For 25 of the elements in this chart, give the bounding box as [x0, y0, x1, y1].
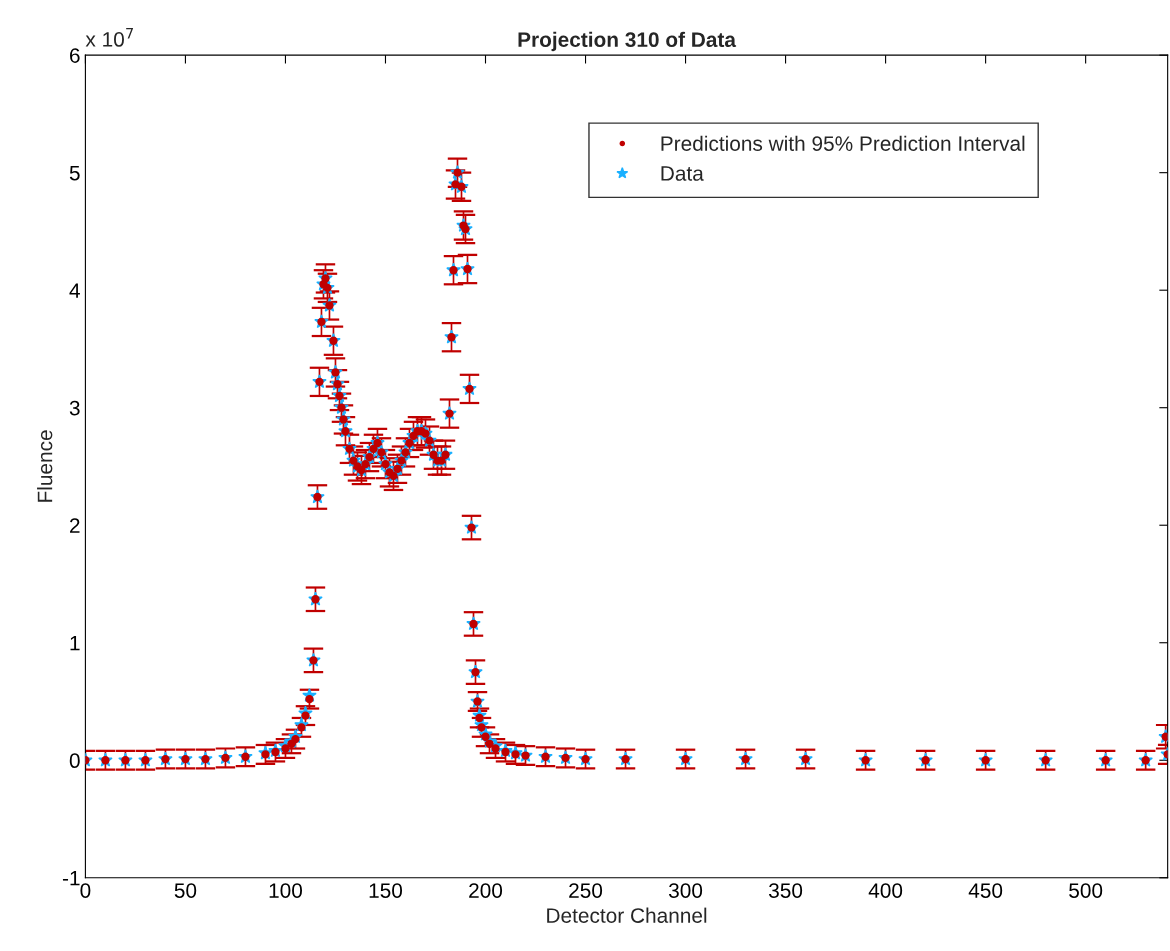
x-tick-label: 0	[80, 883, 91, 898]
legend-label: Predictions with 95% Prediction Interval	[661, 135, 1025, 151]
x-tick-label: 350	[768, 883, 803, 898]
chart-title: Projection 310 of Data	[518, 31, 737, 52]
y-tick-label: 3	[69, 400, 80, 416]
x-tick-label: 400	[868, 883, 903, 898]
x-tick-label: 300	[668, 883, 703, 898]
y-tick-label: 4	[69, 283, 80, 298]
x-axis-title: Detector Channel	[547, 907, 707, 923]
y-tick-label: 6	[70, 48, 80, 63]
y-tick-label: 1	[70, 635, 80, 651]
x-tick-label: 450	[968, 883, 1003, 898]
y-tick-label: 0	[69, 753, 80, 769]
x-tick-label: 50	[174, 883, 197, 898]
x-tick-label: 500	[1069, 883, 1103, 898]
legend-label: Data	[661, 166, 704, 181]
x-tick-label: 100	[269, 883, 303, 898]
x-tick-label: 250	[569, 883, 603, 898]
y-axis-title: Fluence	[37, 430, 53, 502]
x-tick-label: 200	[469, 883, 503, 898]
x-tick-label: 150	[369, 883, 403, 898]
y-tick-label: -1	[62, 870, 80, 886]
y-tick-label: 5	[69, 165, 80, 181]
y-tick-label: 2	[70, 518, 80, 533]
text: x 10$^{7}$	[85, 27, 134, 47]
